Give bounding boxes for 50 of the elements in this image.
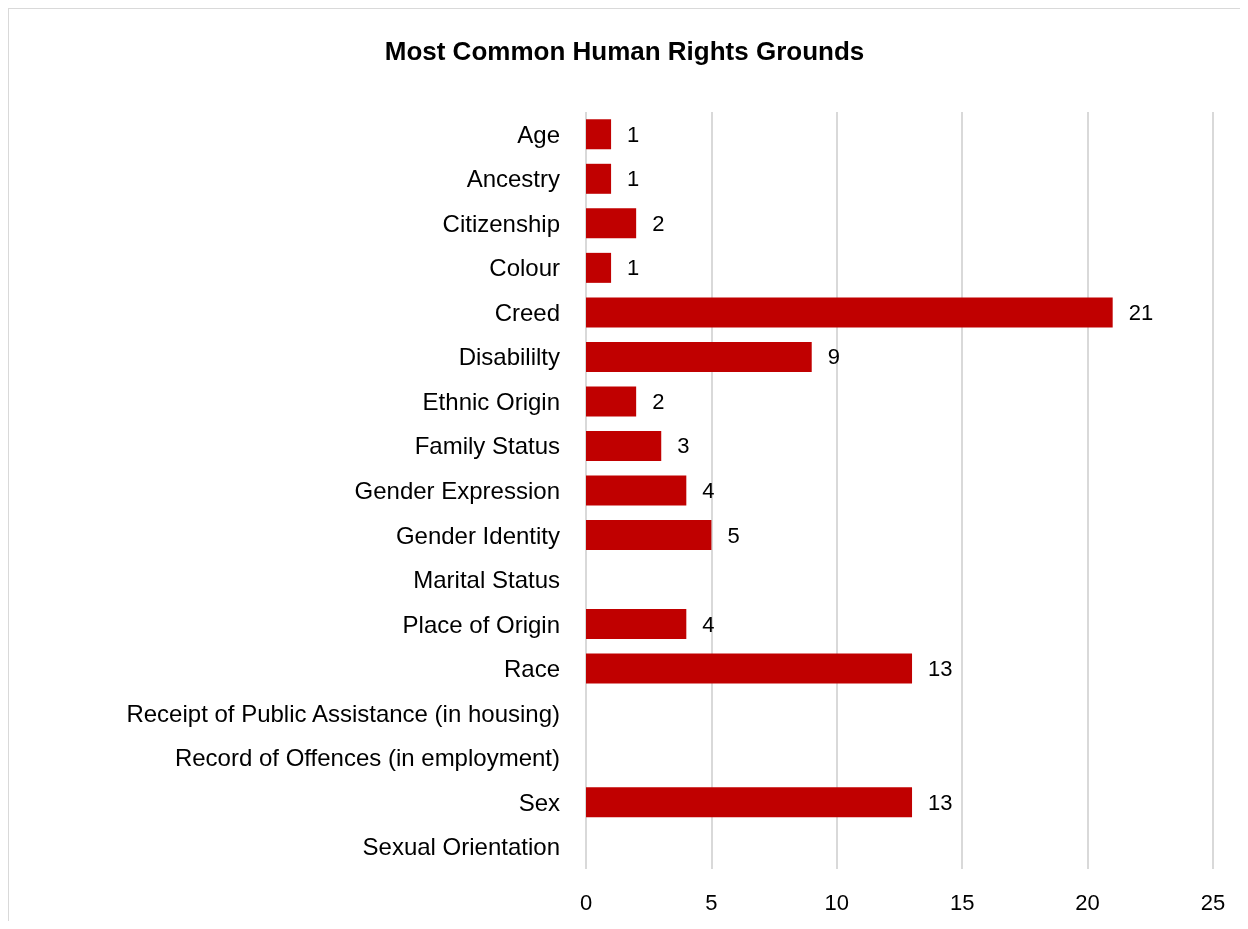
y-tick-label: Family Status bbox=[414, 432, 560, 460]
y-tick-label: Place of Origin bbox=[402, 610, 560, 638]
y-tick-label: Sex bbox=[518, 788, 560, 816]
data-label: 2 bbox=[652, 210, 665, 236]
data-label: 2 bbox=[652, 388, 665, 414]
data-label: 13 bbox=[928, 656, 953, 682]
data-label: 9 bbox=[827, 344, 840, 370]
y-tick-label: Marital Status bbox=[413, 566, 560, 594]
bar bbox=[586, 520, 712, 551]
data-label: 4 bbox=[702, 611, 715, 637]
y-tick-label: Ethnic Origin bbox=[422, 387, 560, 415]
y-tick-label: Colour bbox=[489, 254, 560, 282]
x-tick-label: 0 bbox=[579, 889, 593, 915]
bar bbox=[586, 787, 913, 818]
y-tick-label: Ancestry bbox=[466, 165, 560, 193]
x-tick-label: 20 bbox=[1075, 889, 1100, 915]
bar bbox=[586, 208, 637, 239]
bar bbox=[586, 609, 687, 640]
y-tick-label: Gender Identity bbox=[395, 521, 560, 549]
bar bbox=[586, 475, 687, 506]
data-label: 1 bbox=[627, 255, 640, 281]
y-tick-label: Gender Expression bbox=[354, 477, 560, 504]
chart-title: Most Common Human Rights Grounds bbox=[384, 36, 865, 66]
x-tick-label: 25 bbox=[1200, 889, 1226, 915]
y-tick-label: Creed bbox=[494, 298, 560, 326]
data-label: 1 bbox=[627, 121, 640, 147]
x-tick-label: 15 bbox=[949, 889, 975, 915]
y-tick-label: Race bbox=[503, 655, 560, 683]
data-label: 13 bbox=[928, 789, 953, 815]
y-tick-label: Age bbox=[517, 120, 560, 148]
data-label: 1 bbox=[627, 166, 640, 192]
data-label: 3 bbox=[677, 433, 690, 459]
data-label: 21 bbox=[1128, 299, 1154, 325]
y-tick-label: Sexual Orientation bbox=[362, 833, 560, 861]
bar bbox=[586, 252, 612, 283]
y-tick-label: Record of Offences (in employment) bbox=[174, 744, 560, 772]
data-label: 4 bbox=[702, 478, 715, 503]
bar bbox=[586, 430, 662, 461]
bar bbox=[586, 386, 637, 417]
y-tick-label: Citizenship bbox=[442, 209, 560, 237]
bar bbox=[586, 653, 913, 684]
bar bbox=[586, 341, 812, 372]
y-tick-label: Receipt of Public Assistance (in housing) bbox=[126, 699, 560, 727]
bar bbox=[586, 163, 612, 194]
x-tick-label: 10 bbox=[824, 889, 850, 915]
x-tick-label: 5 bbox=[705, 889, 718, 915]
data-label: 5 bbox=[727, 522, 740, 548]
bar bbox=[586, 119, 612, 150]
y-tick-label: Disabililty bbox=[458, 343, 560, 371]
bar bbox=[586, 297, 1113, 328]
